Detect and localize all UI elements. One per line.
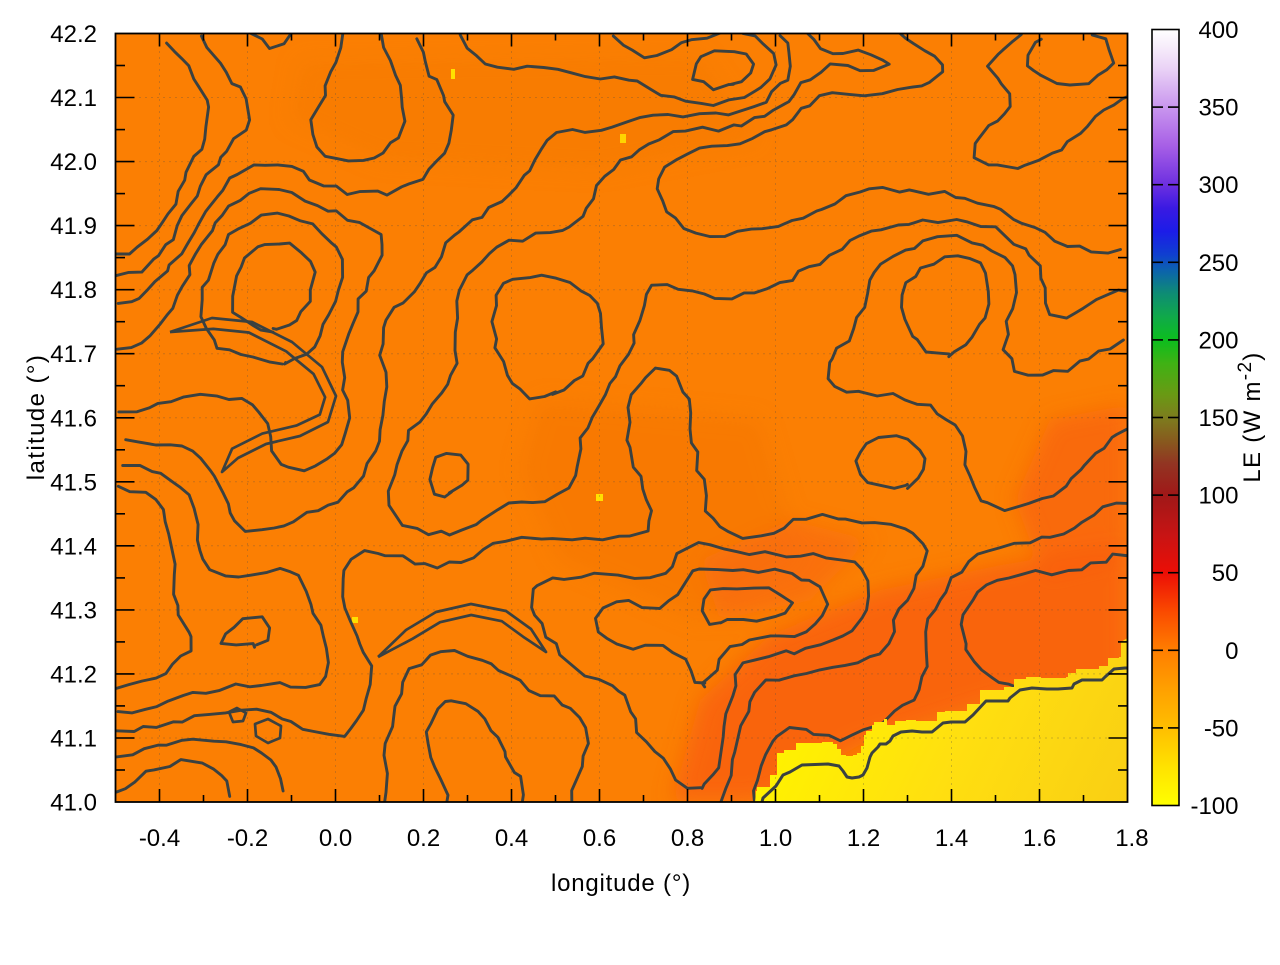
svg-text:0.6: 0.6 — [583, 825, 616, 852]
svg-text:150: 150 — [1198, 405, 1238, 432]
svg-text:1.2: 1.2 — [847, 825, 880, 852]
svg-text:42.1: 42.1 — [50, 85, 97, 112]
svg-text:41.3: 41.3 — [50, 597, 97, 624]
svg-text:longitude (°): longitude (°) — [551, 870, 691, 897]
svg-text:41.0: 41.0 — [50, 790, 97, 817]
svg-text:350: 350 — [1198, 95, 1238, 122]
svg-text:41.7: 41.7 — [50, 341, 97, 368]
svg-text:0: 0 — [1225, 638, 1238, 665]
svg-text:100: 100 — [1198, 483, 1238, 510]
svg-text:42.2: 42.2 — [50, 21, 97, 48]
svg-text:0.2: 0.2 — [407, 825, 440, 852]
svg-text:42.0: 42.0 — [50, 149, 97, 176]
svg-text:41.5: 41.5 — [50, 469, 97, 496]
svg-text:41.6: 41.6 — [50, 405, 97, 432]
svg-text:-100: -100 — [1190, 793, 1238, 820]
svg-text:250: 250 — [1198, 250, 1238, 277]
svg-text:1.4: 1.4 — [935, 825, 968, 852]
svg-text:latitude (°): latitude (°) — [23, 354, 50, 480]
svg-text:41.8: 41.8 — [50, 277, 97, 304]
svg-text:200: 200 — [1198, 327, 1238, 354]
svg-text:300: 300 — [1198, 172, 1238, 199]
svg-text:0.4: 0.4 — [495, 825, 528, 852]
svg-text:1.8: 1.8 — [1115, 825, 1148, 852]
svg-text:1.6: 1.6 — [1023, 825, 1056, 852]
svg-text:41.2: 41.2 — [50, 661, 97, 688]
svg-text:41.4: 41.4 — [50, 533, 97, 560]
svg-text:0.8: 0.8 — [671, 825, 704, 852]
svg-text:0.0: 0.0 — [319, 825, 352, 852]
svg-text:1.0: 1.0 — [759, 825, 792, 852]
svg-text:-0.2: -0.2 — [227, 825, 268, 852]
svg-text:400: 400 — [1198, 17, 1238, 44]
svg-text:50: 50 — [1212, 560, 1239, 587]
svg-text:-0.4: -0.4 — [139, 825, 180, 852]
svg-text:41.9: 41.9 — [50, 213, 97, 240]
svg-text:41.1: 41.1 — [50, 726, 97, 753]
svg-text:-50: -50 — [1204, 715, 1239, 742]
